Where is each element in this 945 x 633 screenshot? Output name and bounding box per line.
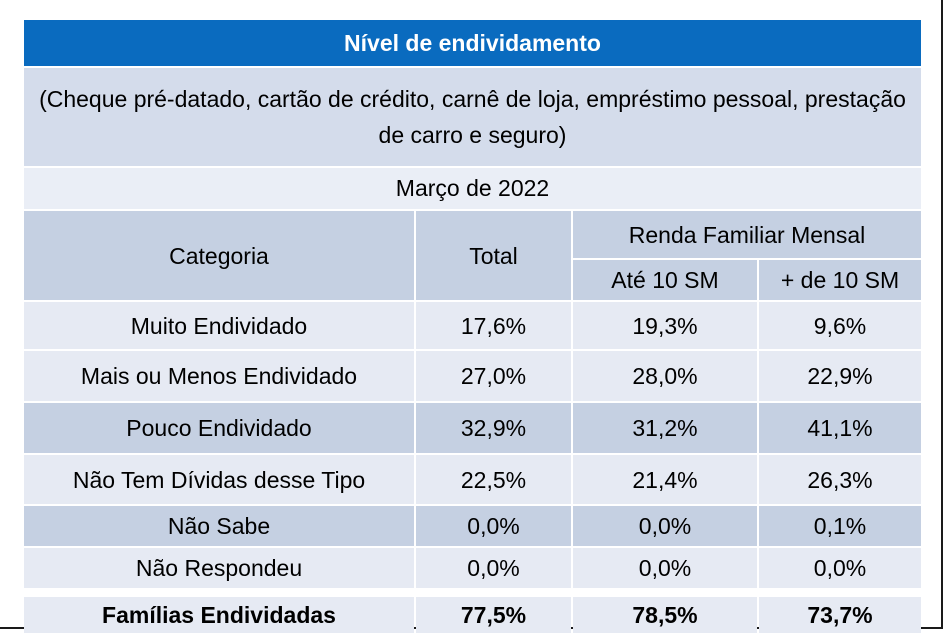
header-categoria: Categoria <box>24 211 414 300</box>
header-total: Total <box>416 211 571 300</box>
cell-total: 0,0% <box>416 506 571 546</box>
cell-ate10: 0,0% <box>573 506 757 546</box>
cell-mais10: 41,1% <box>759 403 921 453</box>
table-row: Não Tem Dívidas desse Tipo 22,5% 21,4% 2… <box>24 455 921 504</box>
cell-total: 22,5% <box>416 455 571 504</box>
header-mais10: + de 10 SM <box>759 260 921 300</box>
cell-categoria: Pouco Endividado <box>24 403 414 453</box>
table-title: Nível de endividamento <box>24 20 921 66</box>
table-row: Não Respondeu 0,0% 0,0% 0,0% <box>24 548 921 588</box>
cell-categoria: Não Respondeu <box>24 548 414 588</box>
cell-mais10: 26,3% <box>759 455 921 504</box>
header-renda: Renda Familiar Mensal <box>573 211 921 258</box>
cell-ate10: 28,0% <box>573 351 757 401</box>
summary-categoria: Famílias Endividadas <box>24 597 414 633</box>
cell-categoria: Não Sabe <box>24 506 414 546</box>
cell-ate10: 19,3% <box>573 302 757 349</box>
table-row: Não Sabe 0,0% 0,0% 0,1% <box>24 506 921 546</box>
summary-total: 77,5% <box>416 597 571 633</box>
summary-mais10: 73,7% <box>759 597 921 633</box>
period-label: Março de 2022 <box>24 168 921 209</box>
cell-total: 0,0% <box>416 548 571 588</box>
summary-row: Famílias Endividadas 77,5% 78,5% 73,7% <box>24 597 921 633</box>
cell-total: 17,6% <box>416 302 571 349</box>
cell-categoria: Mais ou Menos Endividado <box>24 351 414 401</box>
header-ate10: Até 10 SM <box>573 260 757 300</box>
cell-ate10: 21,4% <box>573 455 757 504</box>
table-subtitle: (Cheque pré-datado, cartão de crédito, c… <box>24 68 921 166</box>
cell-mais10: 22,9% <box>759 351 921 401</box>
cell-categoria: Muito Endividado <box>24 302 414 349</box>
cell-mais10: 9,6% <box>759 302 921 349</box>
summary-ate10: 78,5% <box>573 597 757 633</box>
table-row: Pouco Endividado 32,9% 31,2% 41,1% <box>24 403 921 453</box>
header-row: Categoria Total Renda Familiar Mensal At… <box>24 211 921 300</box>
cell-mais10: 0,1% <box>759 506 921 546</box>
cell-total: 27,0% <box>416 351 571 401</box>
cell-total: 32,9% <box>416 403 571 453</box>
table-row: Muito Endividado 17,6% 19,3% 9,6% <box>24 302 921 349</box>
subtitle-text: (Cheque pré-datado, cartão de crédito, c… <box>39 86 906 148</box>
cell-categoria: Não Tem Dívidas desse Tipo <box>24 455 414 504</box>
table-row: Mais ou Menos Endividado 27,0% 28,0% 22,… <box>24 351 921 401</box>
cell-mais10: 0,0% <box>759 548 921 588</box>
cell-ate10: 31,2% <box>573 403 757 453</box>
cell-ate10: 0,0% <box>573 548 757 588</box>
